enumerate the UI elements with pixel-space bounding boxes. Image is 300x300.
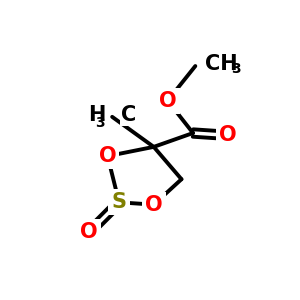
- Text: 3: 3: [231, 62, 241, 76]
- Text: O: O: [159, 91, 176, 111]
- Text: O: O: [80, 222, 98, 242]
- Text: 3: 3: [96, 116, 105, 130]
- Text: O: O: [219, 125, 236, 145]
- Text: O: O: [145, 195, 163, 214]
- Text: H: H: [88, 104, 105, 124]
- Text: C: C: [122, 104, 137, 124]
- Text: S: S: [112, 192, 127, 212]
- Text: O: O: [99, 146, 116, 166]
- Text: CH: CH: [205, 54, 237, 74]
